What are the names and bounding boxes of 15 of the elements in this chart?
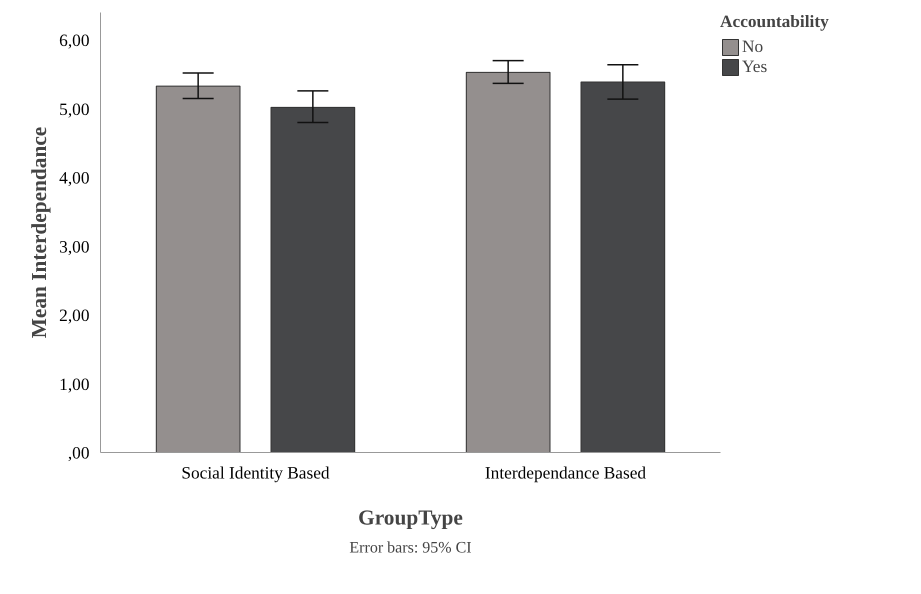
x-tick-label: Social Identity Based xyxy=(181,464,330,482)
x-axis-title: GroupType xyxy=(358,506,463,530)
y-tick-label: 3,00 xyxy=(59,237,90,256)
y-tick-label: ,00 xyxy=(68,444,90,462)
legend-label: Yes xyxy=(742,57,768,77)
y-tick-label: 1,00 xyxy=(59,374,90,394)
y-tick-label: 5,00 xyxy=(59,100,90,119)
text: Error bars: 95% CI xyxy=(349,540,472,556)
y-tick-label: 4,00 xyxy=(59,168,90,188)
x-tick-label: Interdependance Based xyxy=(484,464,646,482)
legend-title: Accountability xyxy=(720,12,829,32)
y-tick-label: 2,00 xyxy=(59,306,90,325)
y-tick-label: 6,00 xyxy=(59,31,90,50)
y-axis-title: Mean Interdependance xyxy=(27,126,52,338)
legend-label: No xyxy=(742,37,764,57)
